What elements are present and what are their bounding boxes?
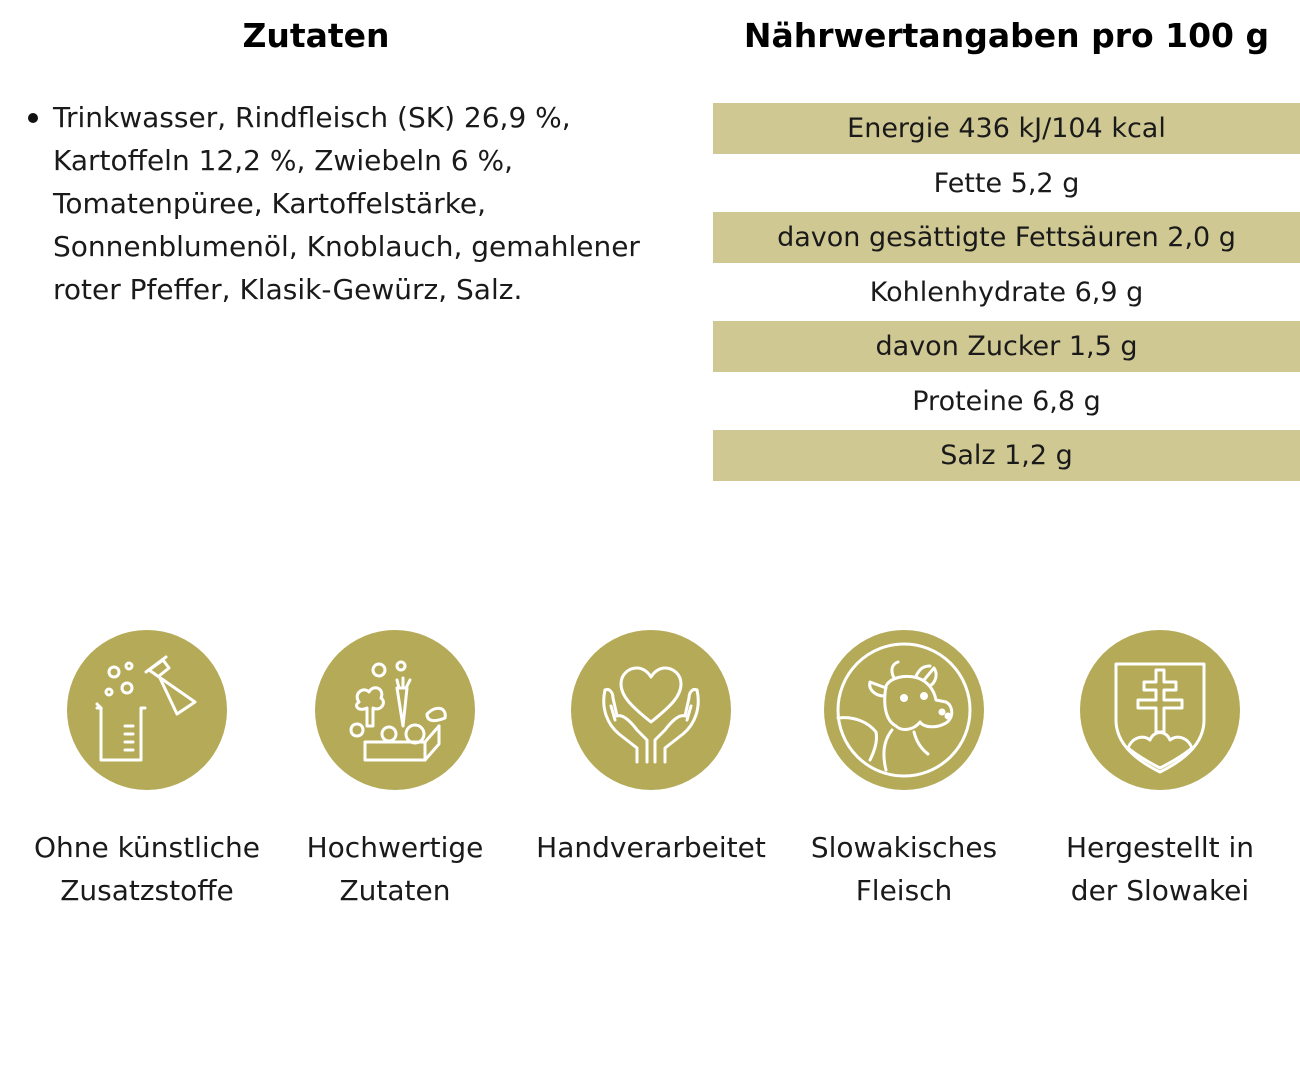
- feature-icon-circle: [67, 630, 227, 790]
- feature-icon-circle: [824, 630, 984, 790]
- feature-label: Hochwertige Zutaten: [306, 831, 484, 907]
- slovak-coat-of-arms-icon: [1114, 662, 1206, 774]
- cow-head-icon: [836, 642, 972, 778]
- lab-flask-beaker-icon: [95, 655, 197, 762]
- feature-label: Ohne künstliche Zusatzstoffe: [34, 831, 260, 907]
- feature-slovak-meat: Slowakisches Fleisch: [774, 630, 1034, 912]
- feature-label: Hergestellt in der Slowakei: [1065, 831, 1255, 907]
- nutrition-table: Energie 436 kJ/104 kcal Fette 5,2 g davo…: [713, 103, 1300, 481]
- nutrition-row-carbohydrates: Kohlenhydrate 6,9 g: [869, 276, 1144, 308]
- nutrition-row-protein: Proteine 6,8 g: [912, 385, 1101, 417]
- nutrition-heading: Nährwertangaben pro 100 g: [743, 16, 1270, 55]
- bullet-icon: [28, 113, 38, 123]
- ingredients-list: Trinkwasser, Rindfleisch (SK) 26,9 %, Ka…: [28, 96, 703, 311]
- nutrition-row-fat: Fette 5,2 g: [933, 167, 1080, 199]
- ingredients-text: Trinkwasser, Rindfleisch (SK) 26,9 %, Ka…: [53, 101, 640, 306]
- feature-icon-circle: [1080, 630, 1240, 790]
- feature-icon-circle: [315, 630, 475, 790]
- nutrition-row-energy: Energie 436 kJ/104 kcal: [713, 103, 1300, 154]
- nutrition-row-salt: Salz 1,2 g: [713, 430, 1300, 481]
- feature-quality-ingredients: Hochwertige Zutaten: [265, 630, 525, 912]
- nutrition-row-saturated-fat: davon gesättigte Fettsäuren 2,0 g: [713, 212, 1300, 263]
- feature-icon-circle: [571, 630, 731, 790]
- feature-made-in-slovakia: Hergestellt in der Slowakei: [1030, 630, 1290, 912]
- ingredients-list-item: Trinkwasser, Rindfleisch (SK) 26,9 %, Ka…: [28, 96, 703, 311]
- feature-label: Handverarbeitet: [536, 831, 766, 864]
- feature-label: Slowakisches Fleisch: [810, 831, 998, 907]
- ingredients-heading: Zutaten: [242, 16, 390, 55]
- nutrition-row-sugar: davon Zucker 1,5 g: [713, 321, 1300, 372]
- vegetables-box-icon: [349, 660, 447, 762]
- heart-in-hands-icon: [602, 666, 700, 764]
- feature-no-additives: Ohne künstliche Zusatzstoffe: [17, 630, 277, 912]
- feature-handmade: Handverarbeitet: [521, 630, 781, 869]
